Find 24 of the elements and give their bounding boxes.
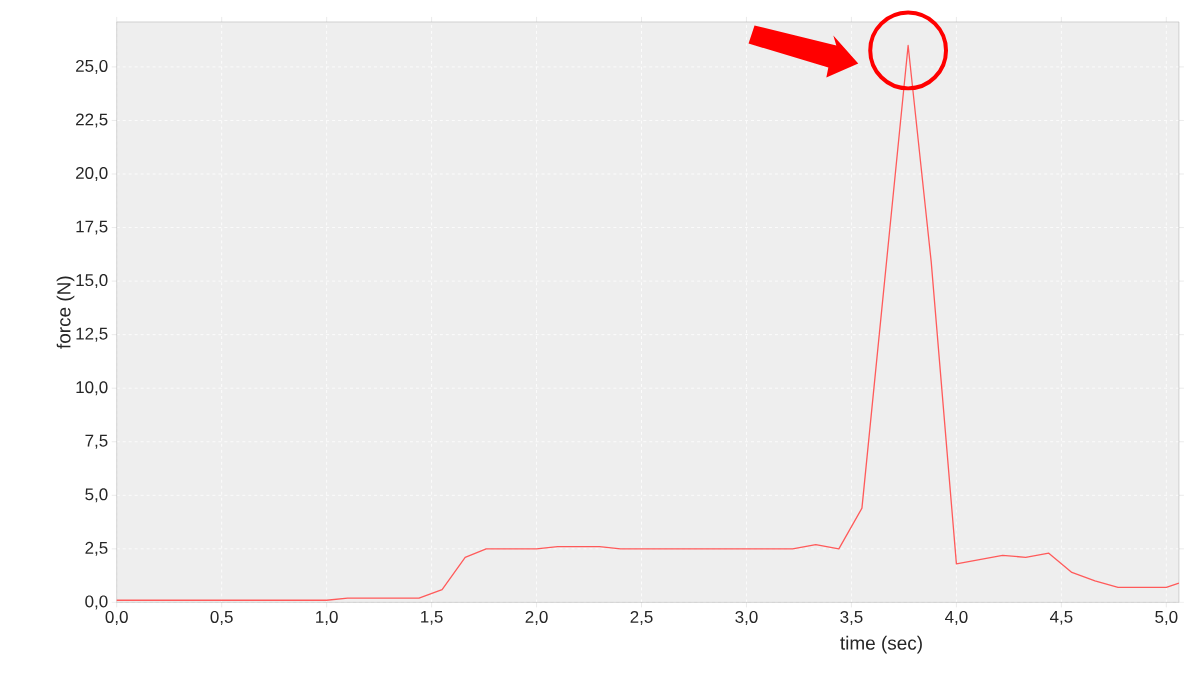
y-tick-label: 20,0 bbox=[76, 166, 108, 181]
y-tick-label: 5,0 bbox=[85, 488, 108, 503]
x-tick-label: 0,5 bbox=[210, 610, 233, 625]
y-tick-label: 15,0 bbox=[76, 274, 108, 289]
x-tick-label: 4,5 bbox=[1049, 610, 1073, 625]
y-tick-label: 7,5 bbox=[85, 434, 108, 449]
x-tick-label: 2,0 bbox=[525, 610, 548, 625]
x-axis-title: time (sec) bbox=[840, 635, 922, 654]
y-tick-label: 22,5 bbox=[76, 113, 108, 128]
y-tick-label: 25,0 bbox=[76, 59, 108, 74]
x-tick-label: 3,0 bbox=[735, 610, 758, 625]
y-tick-label: 2,5 bbox=[85, 541, 108, 556]
y-tick-label: 0,0 bbox=[85, 595, 108, 610]
x-tick-label: 0,0 bbox=[105, 610, 128, 625]
x-tick-label: 1,5 bbox=[421, 610, 443, 625]
y-tick-label: 17,5 bbox=[76, 220, 108, 235]
y-tick-label: 12,5 bbox=[76, 327, 108, 342]
y-tick-label: 10,0 bbox=[76, 381, 108, 396]
x-tick-label: 2,5 bbox=[630, 610, 653, 625]
x-tick-label: 5,0 bbox=[1155, 610, 1178, 625]
x-tick-label: 3,5 bbox=[840, 610, 863, 625]
x-tick-label: 4,0 bbox=[945, 610, 968, 625]
y-axis-title: force (N) bbox=[56, 276, 75, 349]
x-tick-label: 1,0 bbox=[316, 610, 338, 625]
